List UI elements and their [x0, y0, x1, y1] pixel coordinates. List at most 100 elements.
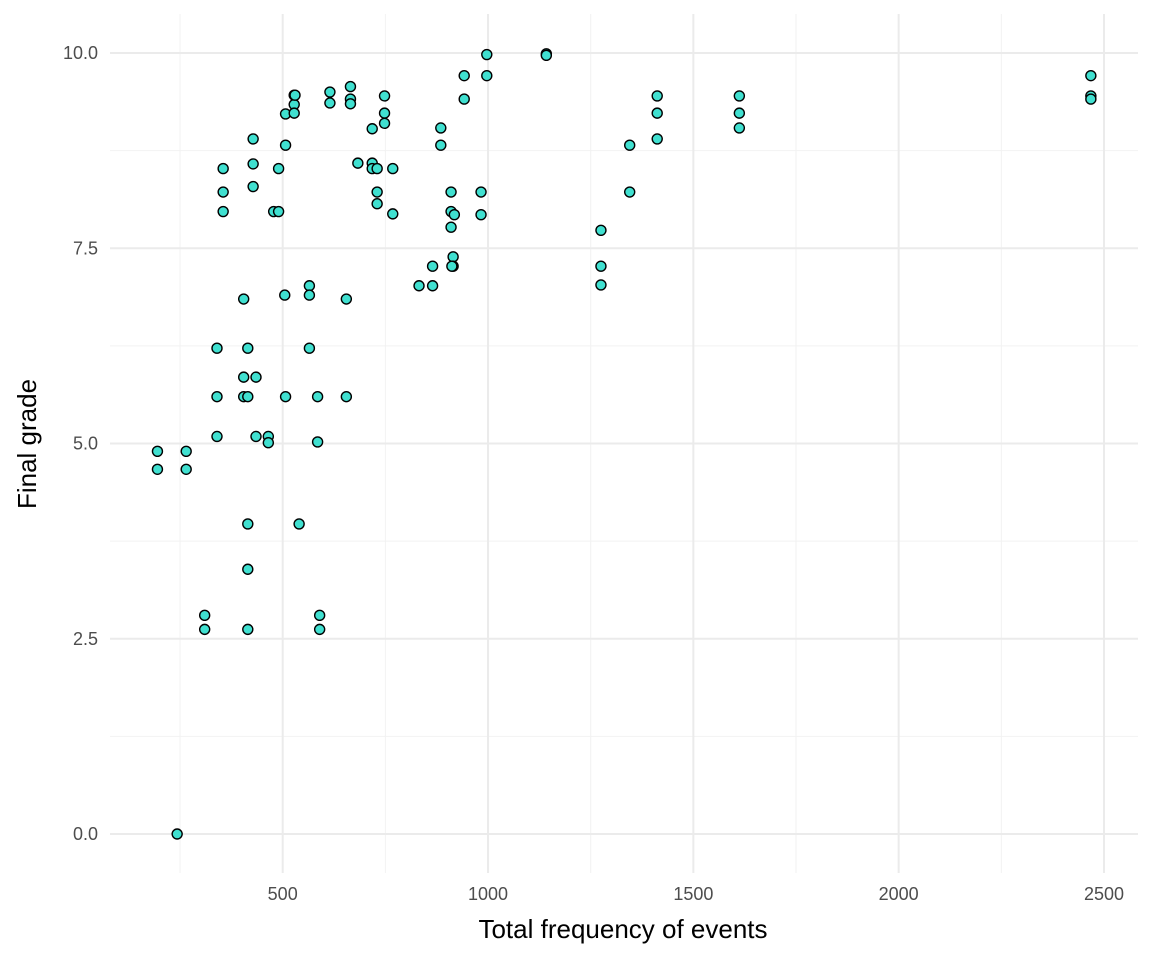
- data-point: [540, 49, 553, 62]
- data-point: [595, 279, 607, 291]
- x-tick-label: 500: [268, 884, 298, 904]
- data-point: [250, 371, 262, 383]
- data-point: [279, 390, 292, 403]
- data-point: [242, 518, 254, 530]
- data-point: [651, 107, 663, 119]
- data-point: [447, 251, 459, 263]
- data-point: [237, 293, 250, 305]
- data-point: [446, 260, 458, 272]
- data-point: [623, 186, 636, 198]
- major-gridlines: [110, 14, 1138, 873]
- data-point: [198, 623, 211, 636]
- data-point: [180, 463, 192, 475]
- data-point: [651, 90, 663, 102]
- data-point: [247, 180, 259, 193]
- data-point: [313, 609, 326, 622]
- data-point: [387, 208, 399, 220]
- x-axis-title: Total frequency of events: [478, 914, 767, 944]
- data-point: [279, 289, 291, 301]
- data-point: [1085, 93, 1097, 105]
- data-point: [151, 463, 164, 475]
- data-point: [247, 133, 259, 145]
- data-point: [242, 342, 254, 354]
- y-tick-label: 2.5: [73, 629, 98, 649]
- data-point: [595, 260, 607, 272]
- data-point: [445, 221, 457, 233]
- data-point: [445, 186, 457, 198]
- data-point: [180, 445, 192, 458]
- data-point: [242, 563, 254, 575]
- data-point: [371, 198, 383, 210]
- data-point: [303, 289, 316, 301]
- data-point: [211, 390, 223, 403]
- data-point: [387, 162, 399, 175]
- x-tick-label: 1500: [673, 884, 713, 904]
- data-point: [378, 107, 391, 119]
- x-axis-tick-labels: 500 1000 1500 2000 2500: [268, 884, 1124, 904]
- data-point: [237, 371, 250, 383]
- data-point: [272, 162, 285, 175]
- x-tick-label: 1000: [468, 884, 508, 904]
- data-point: [217, 162, 229, 175]
- data-point: [458, 93, 470, 105]
- data-point: [733, 122, 746, 134]
- y-tick-label: 5.0: [73, 434, 98, 454]
- data-point: [293, 518, 305, 530]
- y-tick-label: 0.0: [73, 824, 98, 844]
- data-point: [211, 430, 223, 443]
- x-tick-label: 2500: [1084, 884, 1124, 904]
- data-point: [344, 98, 357, 110]
- data-point: [311, 390, 324, 403]
- data-point: [340, 293, 353, 305]
- data-point: [448, 208, 461, 221]
- y-axis-tick-labels: 0.0 2.5 5.0 7.5 10.0: [63, 43, 98, 844]
- data-point: [378, 117, 391, 129]
- data-point: [289, 89, 301, 101]
- data-point: [352, 157, 364, 169]
- data-point: [324, 97, 336, 109]
- data-point: [279, 139, 292, 151]
- data-point: [250, 430, 262, 443]
- data-point: [623, 139, 636, 151]
- data-point: [413, 280, 425, 292]
- y-tick-label: 10.0: [63, 43, 98, 63]
- data-point: [211, 342, 223, 354]
- data-point: [198, 609, 211, 622]
- data-point: [288, 107, 300, 119]
- x-tick-label: 2000: [879, 884, 919, 904]
- data-points: [151, 48, 1097, 840]
- data-point: [378, 90, 391, 102]
- data-point: [595, 224, 607, 236]
- data-point: [303, 280, 316, 292]
- data-point: [371, 162, 383, 175]
- data-point: [426, 280, 439, 292]
- data-point: [481, 69, 493, 82]
- data-point: [426, 260, 439, 272]
- data-point: [366, 123, 378, 135]
- data-point: [1085, 69, 1097, 82]
- data-point: [733, 90, 746, 102]
- data-point: [313, 623, 326, 636]
- data-point: [435, 122, 447, 134]
- data-point: [651, 133, 663, 145]
- data-point: [371, 186, 383, 198]
- y-tick-label: 7.5: [73, 238, 98, 258]
- data-point: [324, 86, 336, 98]
- data-point: [217, 186, 229, 198]
- data-point: [262, 437, 275, 449]
- data-point: [303, 342, 316, 354]
- data-point: [458, 69, 470, 82]
- data-point: [247, 158, 259, 170]
- data-point: [217, 205, 229, 218]
- data-point: [171, 828, 183, 840]
- data-point: [435, 139, 447, 151]
- data-point: [151, 445, 164, 458]
- data-point: [475, 186, 487, 198]
- data-point: [242, 390, 254, 403]
- data-point: [733, 107, 746, 119]
- data-point: [481, 48, 493, 61]
- data-point: [475, 208, 487, 221]
- data-point: [242, 623, 254, 636]
